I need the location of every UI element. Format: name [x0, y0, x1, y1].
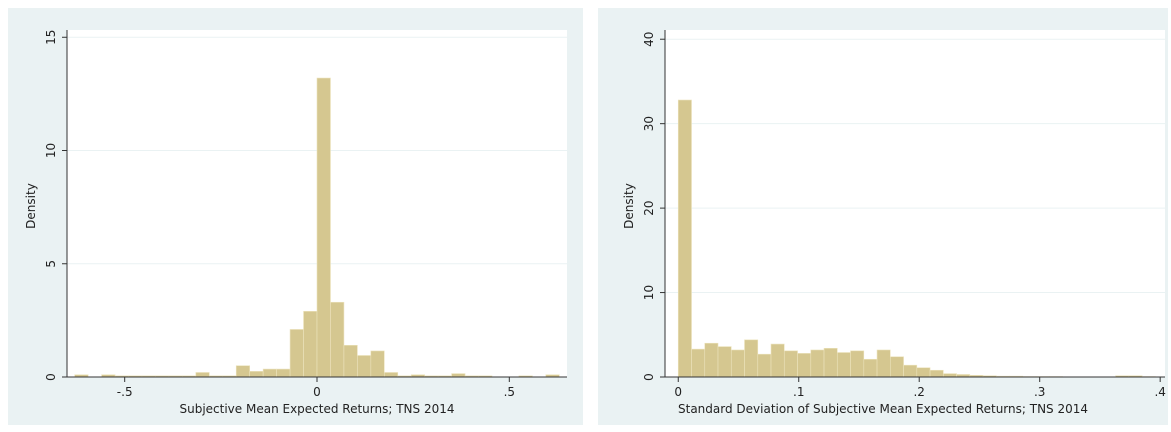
- bar: [452, 374, 465, 377]
- y-axis-label: Density: [622, 183, 636, 229]
- y-tick-label: 5: [44, 260, 58, 268]
- bar: [851, 351, 864, 377]
- bar: [330, 302, 343, 377]
- y-tick-label: 10: [642, 285, 656, 300]
- bar: [371, 351, 384, 377]
- bar: [745, 340, 758, 377]
- bar: [344, 345, 357, 377]
- bar: [718, 347, 731, 377]
- bar: [877, 350, 890, 377]
- bar: [890, 357, 903, 377]
- bar: [250, 371, 263, 377]
- y-tick-label: 0: [44, 373, 58, 381]
- y-tick-label: 15: [44, 30, 58, 45]
- bar: [357, 355, 370, 377]
- bar: [943, 374, 956, 377]
- x-axis-label: Standard Deviation of Subjective Mean Ex…: [678, 402, 1088, 416]
- bar: [798, 353, 811, 377]
- y-tick-label: 30: [642, 116, 656, 131]
- bar: [692, 349, 705, 377]
- y-tick-label: 0: [642, 373, 656, 381]
- bar: [731, 350, 744, 377]
- y-tick-label: 20: [642, 200, 656, 215]
- bar: [263, 369, 276, 377]
- bar: [837, 353, 850, 377]
- bar: [317, 78, 330, 377]
- bar: [930, 370, 943, 377]
- bar: [678, 100, 691, 377]
- y-axis-label: Density: [24, 183, 38, 229]
- y-tick-label: 40: [642, 32, 656, 47]
- x-tick-label: .4: [1154, 385, 1165, 399]
- plot-area: [665, 30, 1165, 377]
- bar: [864, 359, 877, 377]
- bar: [811, 350, 824, 377]
- bar: [384, 372, 397, 377]
- bar: [917, 368, 930, 377]
- x-axis-label: Subjective Mean Expected Returns; TNS 20…: [179, 402, 454, 416]
- bar: [277, 369, 290, 377]
- bar: [196, 372, 209, 377]
- x-tick-label: .3: [1034, 385, 1045, 399]
- bar: [904, 365, 917, 377]
- x-tick-label: .2: [913, 385, 924, 399]
- bar: [784, 351, 797, 377]
- bar: [290, 329, 303, 377]
- bar: [304, 311, 317, 377]
- y-tick-label: 10: [44, 143, 58, 158]
- x-tick-label: 0: [313, 385, 321, 399]
- bar: [824, 348, 837, 377]
- x-tick-label: 0: [674, 385, 682, 399]
- x-tick-label: .5: [504, 385, 515, 399]
- bar: [771, 344, 784, 377]
- x-tick-label: -.5: [117, 385, 133, 399]
- bar: [758, 354, 771, 377]
- bar: [236, 366, 249, 377]
- bar: [705, 343, 718, 377]
- x-tick-label: .1: [793, 385, 804, 399]
